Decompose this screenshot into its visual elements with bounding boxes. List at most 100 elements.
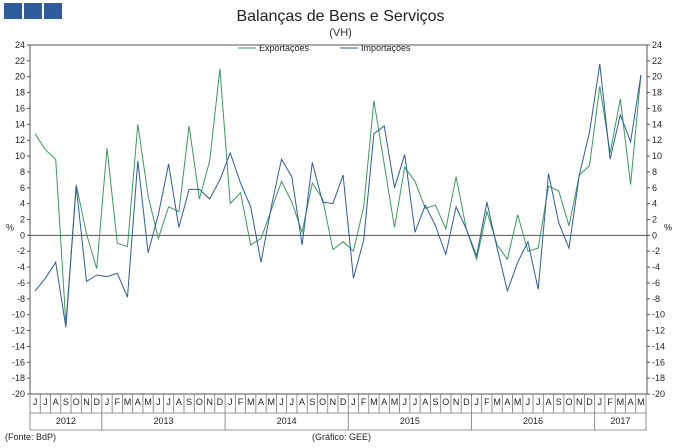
y-tick-label-left: -2 — [17, 246, 25, 256]
year-label: 2013 — [153, 416, 173, 426]
x-tick-label: J — [166, 397, 171, 407]
y-axis-label-right: % — [664, 222, 672, 232]
y-tick-label-left: -10 — [12, 310, 25, 320]
x-tick-label: N — [330, 397, 337, 407]
x-tick-label: O — [196, 397, 203, 407]
nav-tab-1[interactable] — [4, 3, 22, 19]
x-tick-label: D — [340, 397, 347, 407]
x-tick-label: A — [176, 397, 182, 407]
y-tick-label-left: -8 — [17, 294, 25, 304]
y-tick-label-left: 16 — [15, 103, 25, 113]
x-tick-label: J — [536, 397, 541, 407]
x-tick-label: A — [53, 397, 59, 407]
y-tick-label-right: 14 — [652, 119, 662, 129]
x-tick-label: A — [628, 397, 634, 407]
x-tick-label: N — [576, 397, 583, 407]
series-line-imports — [34, 63, 642, 328]
x-tick-label: O — [565, 397, 572, 407]
nav-tab-2[interactable] — [24, 3, 42, 19]
y-tick-label-right: 24 — [652, 40, 662, 50]
x-tick-label: D — [93, 397, 100, 407]
y-tick-label-right: -4 — [652, 262, 660, 272]
x-tick-label: D — [463, 397, 470, 407]
y-tick-label-left: 10 — [15, 151, 25, 161]
plot-frame — [29, 44, 648, 395]
y-tick-label-right: -8 — [652, 294, 660, 304]
year-label: 2016 — [523, 416, 543, 426]
y-tick-label-right: 16 — [652, 103, 662, 113]
x-tick-label: M — [514, 397, 522, 407]
x-tick-label: D — [586, 397, 593, 407]
x-tick-label: A — [545, 397, 551, 407]
x-tick-label: M — [391, 397, 399, 407]
y-tick-label-left: -18 — [12, 373, 25, 383]
x-tick-label: F — [238, 397, 244, 407]
nav-tab-3[interactable] — [44, 3, 62, 19]
x-tick-label: S — [309, 397, 315, 407]
y-tick-label-left: 14 — [15, 119, 25, 129]
y-tick-label-right: 0 — [652, 230, 657, 240]
year-label: 2012 — [56, 416, 76, 426]
x-tick-label: J — [413, 397, 418, 407]
x-tick-label: J — [598, 397, 603, 407]
y-tick-label-right: -6 — [652, 278, 660, 288]
y-tick-label-left: -20 — [12, 389, 25, 399]
x-tick-label: O — [319, 397, 326, 407]
chart-subtitle: (VH) — [329, 27, 352, 39]
x-tick-label: A — [504, 397, 510, 407]
y-tick-label-left: 2 — [20, 215, 25, 225]
y-tick-label-right: -10 — [652, 310, 665, 320]
x-tick-label: O — [73, 397, 80, 407]
y-tick-label-left: 0 — [20, 230, 25, 240]
x-tick-label: S — [433, 397, 439, 407]
x-tick-label: D — [217, 397, 224, 407]
y-tick-label-right: 4 — [652, 199, 657, 209]
x-tick-label: J — [279, 397, 284, 407]
series-line-exports — [34, 68, 642, 325]
x-tick-label: O — [442, 397, 449, 407]
x-tick-label: J — [33, 397, 38, 407]
x-tick-label: S — [556, 397, 562, 407]
y-tick-label-right: 20 — [652, 72, 662, 82]
legend-label: Exportações — [259, 43, 310, 53]
x-tick-label: M — [370, 397, 378, 407]
y-tick-label-right: 2 — [652, 215, 657, 225]
x-tick-label: M — [637, 397, 645, 407]
x-tick-label: J — [290, 397, 295, 407]
y-tick-label-right: -20 — [652, 389, 665, 399]
x-tick-label: J — [228, 397, 233, 407]
y-tick-label-right: -16 — [652, 357, 665, 367]
x-tick-label: S — [63, 397, 69, 407]
x-tick-label: N — [206, 397, 213, 407]
y-tick-label-left: 18 — [15, 88, 25, 98]
x-tick-label: F — [484, 397, 490, 407]
y-tick-label-right: 22 — [652, 56, 662, 66]
x-tick-label: J — [526, 397, 531, 407]
x-tick-label: F — [607, 397, 613, 407]
chart-title: Balanças de Bens e Serviços — [236, 8, 445, 25]
year-label: 2017 — [610, 416, 630, 426]
x-tick-label: J — [474, 397, 479, 407]
x-tick-label: M — [268, 397, 276, 407]
y-tick-label-right: -2 — [652, 246, 660, 256]
x-tick-label: M — [124, 397, 132, 407]
x-tick-label: A — [258, 397, 264, 407]
y-tick-label-right: 18 — [652, 88, 662, 98]
legend-label: Importações — [361, 43, 411, 53]
x-tick-label: J — [105, 397, 110, 407]
x-tick-label: J — [351, 397, 356, 407]
x-tick-label: A — [422, 397, 428, 407]
x-tick-label: M — [144, 397, 152, 407]
y-tick-label-left: -14 — [12, 341, 25, 351]
x-tick-label: M — [493, 397, 501, 407]
x-tick-label: N — [83, 397, 90, 407]
y-tick-label-right: 8 — [652, 167, 657, 177]
y-tick-label-left: 6 — [20, 183, 25, 193]
y-tick-label-right: -14 — [652, 341, 665, 351]
y-tick-label-right: -18 — [652, 373, 665, 383]
y-tick-label-right: -12 — [652, 326, 665, 336]
source-note: (Fonte: BdP) — [5, 432, 57, 442]
y-tick-label-left: 12 — [15, 135, 25, 145]
y-tick-label-right: 6 — [652, 183, 657, 193]
y-tick-label-left: -4 — [17, 262, 25, 272]
